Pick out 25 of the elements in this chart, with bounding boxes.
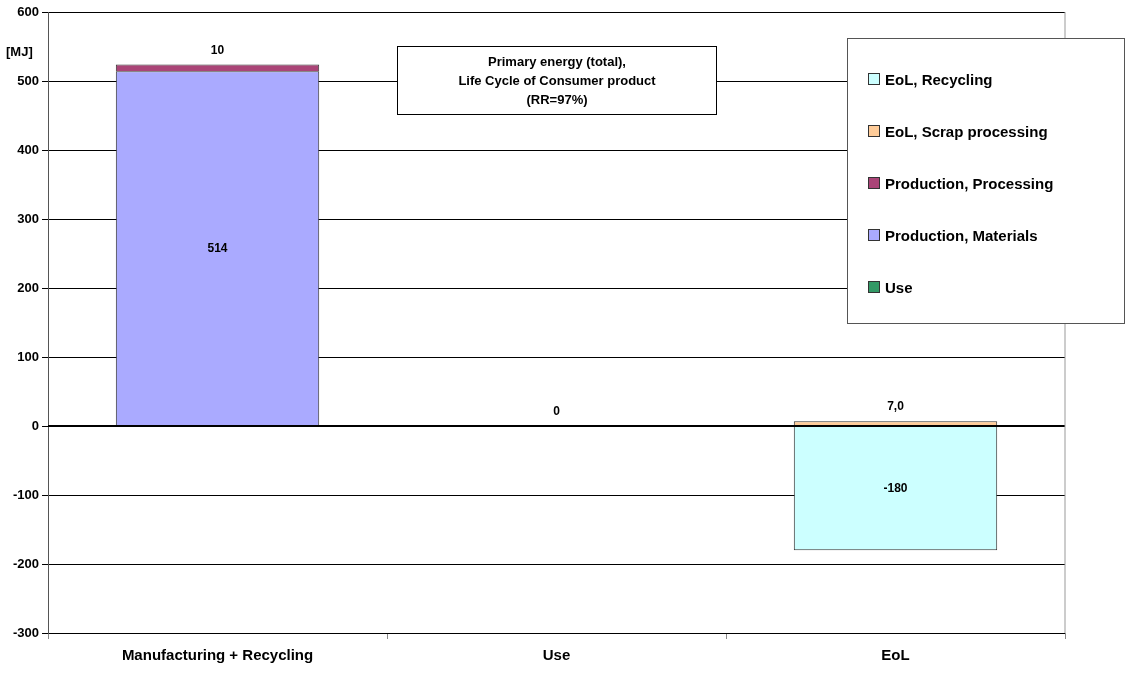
legend-label: EoL, Recycling	[885, 70, 993, 88]
legend-label: Use	[885, 278, 913, 296]
y-tick-label: 500	[17, 72, 40, 88]
y-tick-label: 300	[17, 210, 40, 226]
y-tick-label: 100	[17, 348, 40, 364]
legend-label: Production, Materials	[885, 226, 1038, 244]
y-tick-label: -300	[12, 624, 40, 640]
data-label: 0	[553, 404, 561, 419]
y-axis-title: [MJ]	[6, 43, 33, 59]
y-tick-label: 200	[17, 279, 40, 295]
data-label: 10	[210, 42, 225, 57]
y-tick-label: 600	[17, 3, 40, 19]
data-label: -180	[883, 480, 908, 495]
x-tick-label: Manufacturing + Recycling	[121, 646, 314, 664]
y-tick-label: -200	[12, 555, 40, 571]
data-label: 514	[207, 240, 228, 255]
legend-label: Production, Processing	[885, 174, 1054, 192]
x-tick-label: Use	[542, 646, 571, 664]
legend-label: EoL, Scrap processing	[885, 122, 1048, 140]
text-box: Primary energy (total), Life Cycle of Consumer product (RR=97%)	[397, 46, 717, 115]
data-label: 7,0	[887, 399, 905, 414]
y-tick-label: 0	[31, 417, 40, 433]
x-tick-label: EoL	[881, 646, 910, 664]
y-tick-label: -100	[12, 486, 40, 502]
y-tick-label: 400	[17, 141, 40, 157]
